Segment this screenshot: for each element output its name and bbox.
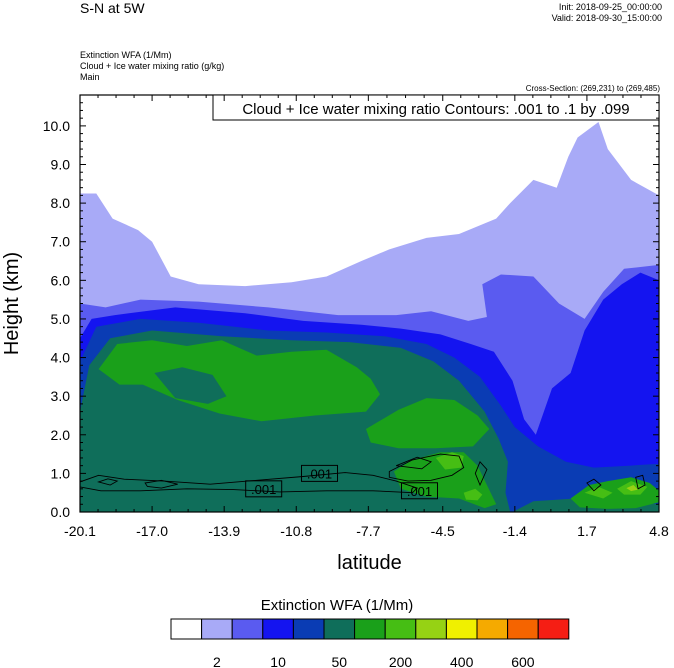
colorbar-swatch-8	[415, 618, 447, 640]
y-tick-label-9: 9.0	[51, 157, 71, 173]
x-tick-label-8: 4.8	[649, 523, 669, 539]
extinction-region-10	[435, 452, 464, 470]
contour-label-box-1	[245, 480, 283, 498]
colorbar-swatch-4	[292, 618, 325, 640]
x-tick-label-3: -10.8	[280, 523, 312, 539]
contour-line-3	[388, 453, 465, 482]
x-axis-label: latitude	[337, 552, 402, 574]
field-label-extinction: Extinction WFA (1/Mm)	[80, 50, 172, 60]
colorbar-swatch-1	[201, 618, 233, 640]
x-tick-label-7: 1.7	[577, 523, 597, 539]
valid-time: Valid: 2018-09-30_15:00:00	[551, 13, 662, 23]
x-tick-label-4: -7.7	[356, 523, 380, 539]
colorbar-swatch-10	[476, 618, 509, 640]
colorbar-label-0: 2	[213, 654, 221, 668]
colorbar-swatch-6	[354, 618, 386, 640]
contour-line-4	[396, 456, 433, 470]
field-label-cloud-ice: Cloud + Ice water mixing ratio (g/kg)	[80, 61, 225, 71]
colorbar-label-4: 400	[450, 654, 474, 668]
contour-label-box-0	[301, 464, 339, 482]
x-tick-label-6: -1.4	[503, 523, 527, 539]
contour-label-1: .001	[251, 482, 276, 497]
contour-info-text: Cloud + Ice water mixing ratio Contours:…	[242, 101, 629, 118]
contour-label-2: .001	[407, 484, 432, 499]
colorbar-label-5: 600	[511, 654, 535, 668]
colorbar-title: Extinction WFA (1/Mm)	[260, 597, 414, 614]
contour-label-0: .001	[307, 466, 332, 481]
x-tick-label-5: -4.5	[431, 523, 455, 539]
y-tick-label-10: 10.0	[43, 118, 70, 134]
contour-line-0	[80, 472, 419, 494]
extinction-region-8	[366, 398, 490, 449]
y-tick-label-1: 1.0	[51, 465, 71, 481]
colorbar-swatch-9	[445, 618, 478, 640]
init-time: Init: 2018-09-25_00:00:00	[558, 2, 662, 12]
y-tick-label-6: 6.0	[51, 272, 71, 288]
colorbar-swatch-12	[537, 618, 570, 640]
x-tick-label-1: -17.0	[136, 523, 168, 539]
y-tick-label-3: 3.0	[51, 388, 71, 404]
extinction-region-6	[98, 340, 380, 422]
colorbar-swatch-7	[384, 618, 417, 640]
y-axis-label: Height (km)	[1, 252, 23, 355]
contour-label-box-2	[400, 482, 438, 500]
plot-title: S-N at 5W	[80, 0, 145, 16]
colorbar-swatch-5	[323, 618, 356, 640]
y-tick-label-2: 2.0	[51, 427, 71, 443]
contour-info-box	[212, 94, 660, 121]
contour-line-1	[144, 479, 178, 489]
y-tick-label-4: 4.0	[51, 350, 71, 366]
x-tick-label-0: -20.1	[64, 523, 96, 539]
extinction-region-7	[154, 367, 227, 404]
colorbar-swatch-11	[507, 618, 539, 640]
x-tick-label-2: -13.9	[208, 523, 240, 539]
colorbar-swatch-0	[170, 618, 203, 640]
colorbar-swatch-3	[262, 618, 294, 640]
extinction-region-15	[626, 485, 639, 492]
y-tick-label-8: 8.0	[51, 195, 71, 211]
contour-line-5	[474, 460, 488, 487]
y-tick-label-7: 7.0	[51, 234, 71, 250]
y-tick-label-5: 5.0	[51, 311, 71, 327]
contour-line-6	[635, 474, 646, 490]
cross-section-label: Cross-Section: (269,231) to (269,485)	[525, 84, 660, 93]
shaded-field	[80, 122, 659, 512]
colorbar-swatch-2	[231, 618, 264, 640]
y-tick-label-0: 0.0	[51, 504, 71, 520]
colorbar-label-1: 10	[270, 654, 286, 668]
init-valid-times: Init: 2018-09-25_00:00:00 Valid: 2018-09…	[552, 2, 662, 24]
contour-line-2	[97, 478, 119, 486]
contour-lines	[80, 453, 646, 494]
contour-line-7	[586, 478, 602, 492]
extinction-region-13	[584, 486, 613, 499]
colorbar-label-2: 50	[332, 654, 348, 668]
extinction-region-11	[463, 488, 483, 501]
field-label-main: Main	[80, 72, 100, 82]
colorbar-label-3: 200	[389, 654, 413, 668]
